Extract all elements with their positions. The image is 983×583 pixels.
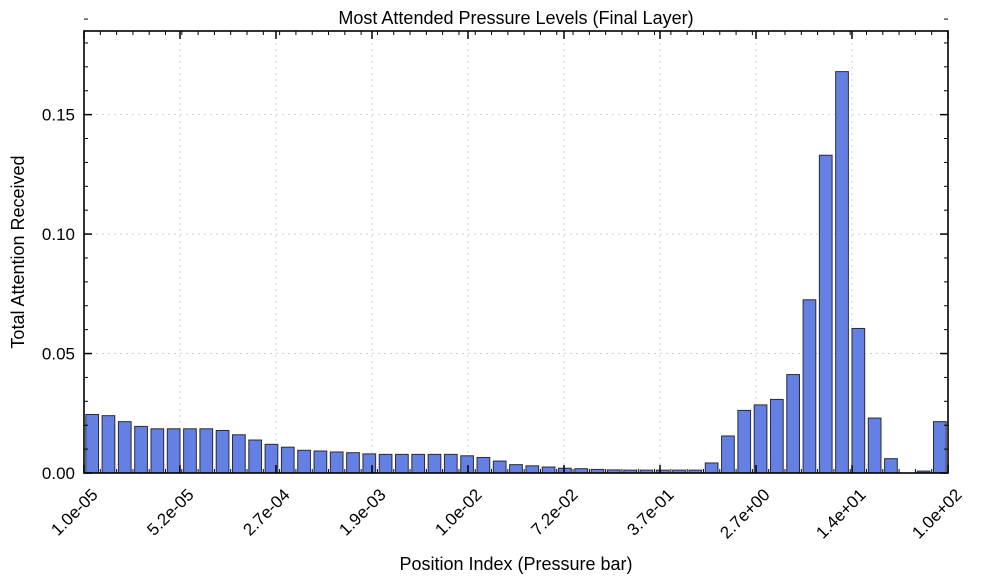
bar: [525, 465, 540, 474]
bar: [867, 417, 882, 474]
chart-title: Most Attended Pressure Levels (Final Lay…: [338, 8, 693, 28]
x-tick-label: 1.0e-02: [431, 485, 485, 539]
x-tick-label: 5.2e-05: [143, 485, 197, 539]
bar: [932, 421, 947, 474]
bar: [802, 299, 817, 474]
bar: [313, 450, 328, 474]
bar: [85, 413, 100, 474]
x-axis-label: Position Index (Pressure bar): [399, 554, 632, 574]
bar: [884, 458, 898, 474]
bar: [362, 453, 377, 474]
bar: [818, 154, 833, 474]
x-tick-label: 3.7e-01: [623, 485, 677, 539]
bar: [166, 428, 181, 474]
y-tick-label: 0.00: [42, 464, 75, 483]
bar: [150, 428, 165, 474]
x-tick-label: 1.9e-03: [335, 485, 389, 539]
bar: [753, 404, 768, 474]
bar: [704, 462, 719, 474]
bar: [232, 434, 246, 474]
y-axis-label: Total Attention Received: [8, 155, 28, 348]
bars: [85, 71, 947, 474]
bar: [541, 466, 556, 474]
bar: [395, 453, 409, 474]
bar: [183, 428, 197, 474]
bar: [346, 452, 360, 474]
bar: [769, 398, 784, 474]
bar: [378, 453, 393, 474]
x-tick-label: 2.7e+00: [716, 485, 773, 542]
bar: [101, 415, 116, 474]
y-tick-label: 0.10: [42, 225, 75, 244]
bar: [329, 451, 344, 474]
bar: [215, 429, 230, 474]
bar: [737, 409, 752, 474]
x-tick-label: 1.4e+01: [812, 485, 869, 542]
y-axis: 0.00 0.05 0.10 0.15: [42, 18, 948, 483]
plot-frame: [83, 30, 949, 474]
bar: [411, 453, 426, 474]
bar: [835, 71, 849, 474]
bar: [509, 464, 523, 474]
bar: [297, 449, 311, 474]
bar: [248, 439, 263, 474]
bar: [476, 456, 491, 474]
bar: [427, 453, 442, 474]
bar: [786, 374, 800, 474]
x-tick-label: 1.0e+02: [908, 485, 965, 542]
y-tick-label: 0.05: [42, 345, 75, 364]
bar: [199, 428, 214, 474]
bar: [134, 425, 148, 474]
x-tick-label: 7.2e-02: [527, 485, 581, 539]
bar: [117, 421, 132, 474]
bar: [280, 446, 295, 474]
bar: [443, 453, 458, 474]
x-tick-label: 1.0e-05: [47, 485, 101, 539]
y-tick-label: 0.15: [42, 106, 75, 125]
x-tick-label: 2.7e-04: [239, 485, 293, 539]
bar: [721, 435, 735, 474]
bar: [851, 327, 866, 474]
bar: [460, 455, 474, 474]
gridlines: [84, 31, 948, 473]
bar: [492, 460, 507, 474]
